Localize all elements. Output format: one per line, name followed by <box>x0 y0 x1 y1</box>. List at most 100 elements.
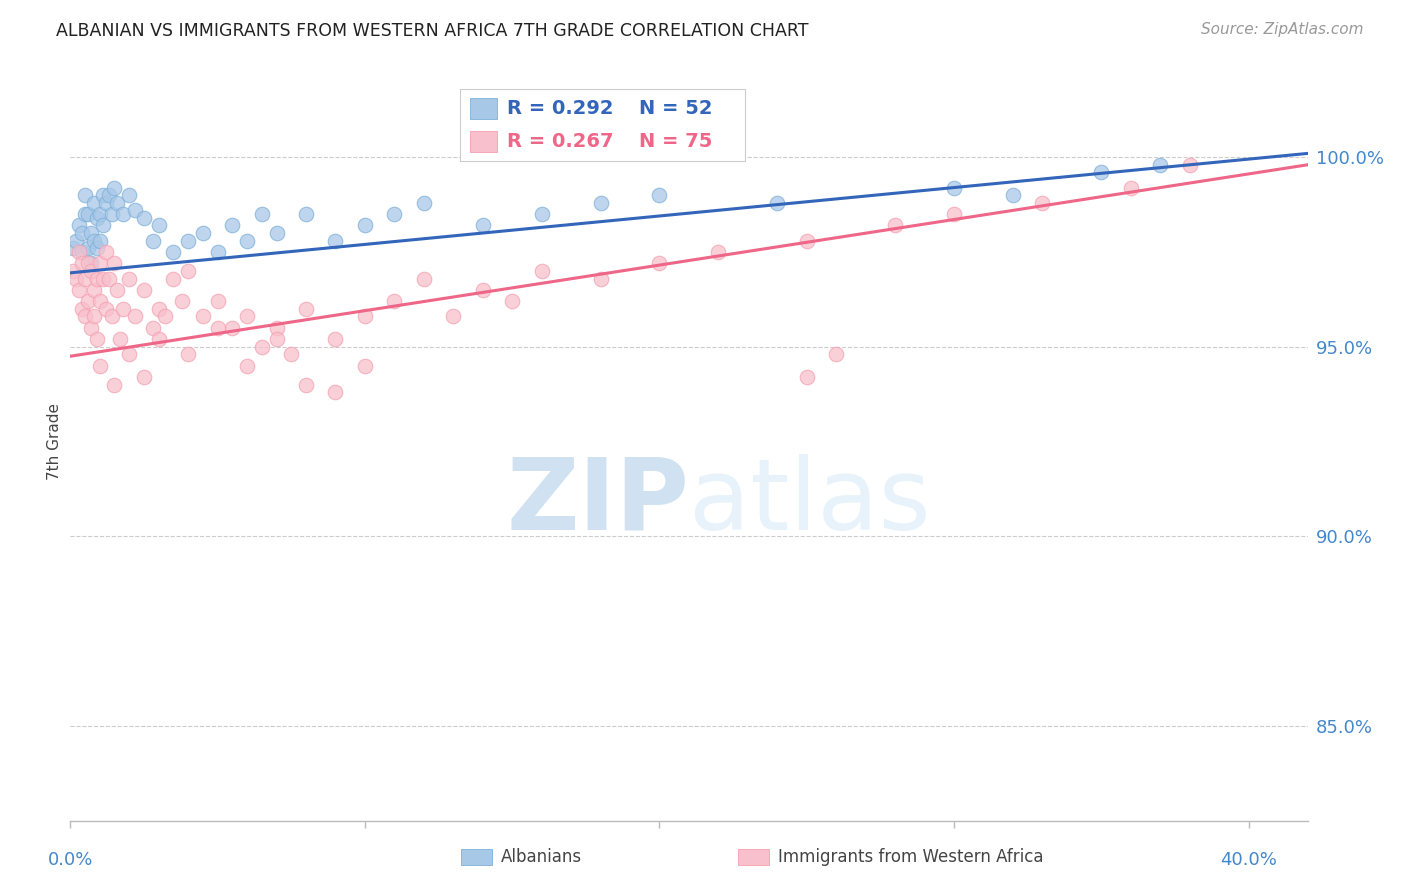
Point <box>766 195 789 210</box>
Point <box>648 188 671 202</box>
Point <box>207 320 229 334</box>
Point <box>124 203 146 218</box>
Point <box>70 226 93 240</box>
Point <box>80 264 103 278</box>
Point <box>441 310 464 324</box>
Point <box>91 271 114 285</box>
Point <box>62 264 84 278</box>
Point <box>191 226 214 240</box>
Point <box>103 256 125 270</box>
Text: 0.0%: 0.0% <box>48 851 93 869</box>
Point <box>589 271 612 285</box>
Text: Source: ZipAtlas.com: Source: ZipAtlas.com <box>1201 22 1364 37</box>
Point <box>295 301 318 316</box>
Point <box>530 207 553 221</box>
Point <box>250 207 273 221</box>
Point <box>62 241 84 255</box>
Point <box>77 294 100 309</box>
Point <box>266 226 288 240</box>
Point <box>80 226 103 240</box>
Point <box>132 211 155 225</box>
Point <box>943 207 966 221</box>
Point <box>221 320 243 334</box>
Text: Immigrants from Western Africa: Immigrants from Western Africa <box>778 848 1043 866</box>
Point <box>77 207 100 221</box>
Point <box>207 294 229 309</box>
Point <box>103 180 125 194</box>
Point <box>1031 195 1053 210</box>
Point <box>236 359 259 373</box>
Point <box>107 195 129 210</box>
Point <box>1001 188 1024 202</box>
Point <box>236 310 259 324</box>
Point <box>73 310 96 324</box>
Point <box>110 332 132 346</box>
Point <box>112 301 135 316</box>
Point <box>89 207 111 221</box>
Point <box>884 219 907 233</box>
Point <box>1149 158 1171 172</box>
Point <box>112 207 135 221</box>
Point <box>236 234 259 248</box>
Point <box>86 211 108 225</box>
Point <box>325 385 347 400</box>
Point <box>94 301 117 316</box>
Point <box>77 241 100 255</box>
Point <box>943 180 966 194</box>
Point <box>83 283 105 297</box>
Point <box>80 256 103 270</box>
Point <box>67 219 90 233</box>
Point <box>325 234 347 248</box>
Point <box>325 332 347 346</box>
Point <box>207 244 229 259</box>
Point <box>354 310 377 324</box>
Point <box>530 264 553 278</box>
Point <box>266 332 288 346</box>
Point <box>177 347 200 361</box>
Bar <box>470 98 498 120</box>
Point <box>148 332 170 346</box>
Point <box>589 195 612 210</box>
Point <box>91 188 114 202</box>
Point <box>67 244 90 259</box>
Point <box>707 244 730 259</box>
Text: R = 0.267: R = 0.267 <box>508 132 613 151</box>
Y-axis label: 7th Grade: 7th Grade <box>46 403 62 480</box>
Point <box>1178 158 1201 172</box>
Point <box>86 332 108 346</box>
Point <box>648 256 671 270</box>
Point <box>412 195 434 210</box>
Text: N = 75: N = 75 <box>640 132 713 151</box>
Point <box>70 301 93 316</box>
Point <box>1090 165 1112 179</box>
Point <box>796 234 818 248</box>
Point <box>471 219 494 233</box>
Point <box>382 294 405 309</box>
Point <box>70 256 93 270</box>
Point <box>471 283 494 297</box>
Point <box>70 244 93 259</box>
Point <box>162 244 184 259</box>
Point <box>100 207 122 221</box>
Point <box>148 301 170 316</box>
Text: 40.0%: 40.0% <box>1220 851 1277 869</box>
Point <box>177 234 200 248</box>
Point <box>94 244 117 259</box>
Point <box>132 283 155 297</box>
Point <box>80 320 103 334</box>
Point <box>89 359 111 373</box>
Point <box>118 188 141 202</box>
Point <box>132 370 155 384</box>
Point <box>796 370 818 384</box>
Point <box>65 271 87 285</box>
Point <box>501 294 523 309</box>
Point <box>97 188 120 202</box>
Point <box>94 195 117 210</box>
Point <box>250 340 273 354</box>
Point <box>67 283 90 297</box>
Point <box>103 377 125 392</box>
Text: ALBANIAN VS IMMIGRANTS FROM WESTERN AFRICA 7TH GRADE CORRELATION CHART: ALBANIAN VS IMMIGRANTS FROM WESTERN AFRI… <box>56 22 808 40</box>
Point <box>83 234 105 248</box>
Point <box>73 207 96 221</box>
Text: Albanians: Albanians <box>501 848 582 866</box>
